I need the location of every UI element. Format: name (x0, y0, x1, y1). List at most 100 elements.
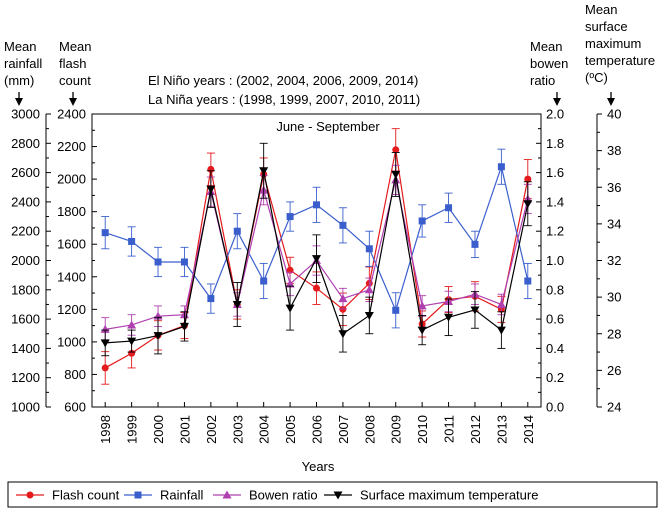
surface-maximum-temperature-point (127, 337, 137, 346)
flash-count-point (392, 146, 400, 154)
temperature-axis-arrow-head (607, 98, 615, 106)
bowen-ratio-point (417, 301, 427, 310)
bowen-axis-label: ratio (530, 73, 555, 88)
flash-tick-label: 1400 (57, 269, 86, 284)
rainfall-point (497, 163, 505, 171)
rainfall-tick-label: 1400 (11, 341, 40, 356)
temperature-axis-label: Mean (585, 2, 618, 17)
x-tick-label: 2001 (177, 415, 192, 444)
temperature-tick-label: 28 (607, 326, 621, 341)
x-tick-label: 2006 (310, 415, 325, 444)
temperature-tick-label: 40 (607, 107, 621, 122)
rainfall-axis-label: (mm) (4, 73, 34, 88)
surface-maximum-temperature-point (338, 330, 348, 339)
flash-tick-label: 2400 (57, 107, 86, 122)
legend-bowen-ratio-label: Bowen ratio (249, 488, 318, 503)
flash-tick-label: 600 (64, 400, 86, 415)
flash-axis-arrow-head (69, 98, 77, 106)
x-tick-label: 2014 (521, 415, 536, 444)
temperature-tick-label: 36 (607, 180, 621, 195)
x-axis-label: Years (302, 459, 335, 474)
legend-rainfall-label: Rainfall (160, 488, 203, 503)
rainfall-tick-label: 2600 (11, 165, 40, 180)
rainfall-point (524, 277, 532, 285)
bowen-tick-label: 0.0 (546, 400, 564, 415)
rainfall-point (207, 295, 215, 303)
legend-rainfall-marker (134, 491, 142, 499)
flash-tick-label: 800 (64, 367, 86, 382)
rainfall-tick-label: 3000 (11, 107, 40, 122)
rainfall-point (286, 213, 294, 221)
surface-maximum-temperature-point (312, 255, 321, 264)
flash-tick-label: 1200 (57, 302, 86, 317)
rainfall-tick-label: 2800 (11, 136, 40, 151)
temperature-tick-label: 24 (607, 400, 621, 415)
rainfall-tick-label: 1000 (11, 400, 40, 415)
legend-flash-count-marker (26, 491, 34, 499)
x-tick-label: 2010 (415, 415, 430, 444)
surface-maximum-temperature-point (496, 326, 506, 335)
flash-count-point (524, 175, 532, 183)
flash-count-point (101, 364, 109, 372)
surface-maximum-temperature-point (417, 326, 427, 335)
flash-tick-label: 1600 (57, 237, 86, 252)
x-tick-label: 2007 (336, 415, 351, 444)
temperature-axis-label: surface (585, 19, 628, 34)
bowen-ratio-point (127, 320, 137, 329)
legend-surface-maximum-temperature-label: Surface maximum temperature (360, 488, 538, 503)
bowen-tick-label: 1.8 (546, 136, 564, 151)
flash-tick-label: 2000 (57, 172, 86, 187)
surface-maximum-temperature-point (391, 170, 401, 179)
x-tick-label: 2004 (257, 415, 272, 444)
chart-title: June - September (276, 119, 380, 134)
temperature-tick-label: 38 (607, 143, 621, 158)
x-tick-label: 2000 (151, 415, 166, 444)
surface-maximum-temperature-point (206, 185, 216, 194)
bowen-ratio-point (100, 324, 110, 333)
rainfall-point (445, 204, 453, 212)
bowen-ratio-point (496, 299, 506, 308)
rainfall-point (392, 306, 400, 314)
flash-axis-label: Mean (59, 39, 92, 54)
surface-maximum-temperature-point (153, 332, 163, 341)
rainfall-point (313, 201, 320, 209)
rainfall-axis-arrow-head (15, 98, 23, 106)
bowen-tick-label: 0.4 (546, 341, 564, 356)
x-tick-label: 2008 (362, 415, 377, 444)
flash-tick-label: 1000 (57, 334, 86, 349)
rainfall-tick-label: 1600 (11, 312, 40, 327)
rainfall-point (365, 245, 373, 253)
bowen-axis-label: Mean (530, 39, 563, 54)
bowen-ratio-point (364, 285, 374, 294)
rainfall-point (180, 258, 188, 266)
flash-tick-label: 1800 (57, 204, 86, 219)
temperature-tick-label: 34 (607, 216, 621, 231)
temperature-axis-label: temperature (585, 53, 655, 68)
bowen-axis-label: bowen (530, 56, 568, 71)
flash-count-point (313, 284, 320, 292)
flash-count-point (128, 349, 136, 357)
rainfall-point (471, 240, 479, 248)
surface-maximum-temperature-point (100, 339, 110, 348)
rainfall-point (101, 229, 109, 237)
rainfall-tick-label: 2400 (11, 194, 40, 209)
bowen-tick-label: 2.0 (546, 107, 564, 122)
annotation-la-nina: La Niña years : (1998, 1999, 2007, 2010,… (148, 92, 420, 107)
bowen-tick-label: 0.2 (546, 370, 564, 385)
x-tick-label: 1999 (125, 415, 140, 444)
x-tick-label: 2003 (230, 415, 245, 444)
x-tick-label: 2005 (283, 415, 298, 444)
flash-axis-label: count (59, 73, 91, 88)
bowen-tick-label: 1.4 (546, 194, 564, 209)
bowen-tick-label: 0.6 (546, 312, 564, 327)
rainfall-point (154, 258, 162, 266)
surface-maximum-temperature-point (285, 304, 295, 313)
x-tick-label: 2012 (468, 415, 483, 444)
x-tick-label: 2011 (442, 415, 457, 443)
legend-bowen-ratio-marker (222, 490, 232, 499)
rainfall-point (339, 221, 347, 229)
rainfall-point (418, 217, 426, 225)
bowen-tick-label: 1.0 (546, 253, 564, 268)
flash-count-point (339, 305, 347, 313)
